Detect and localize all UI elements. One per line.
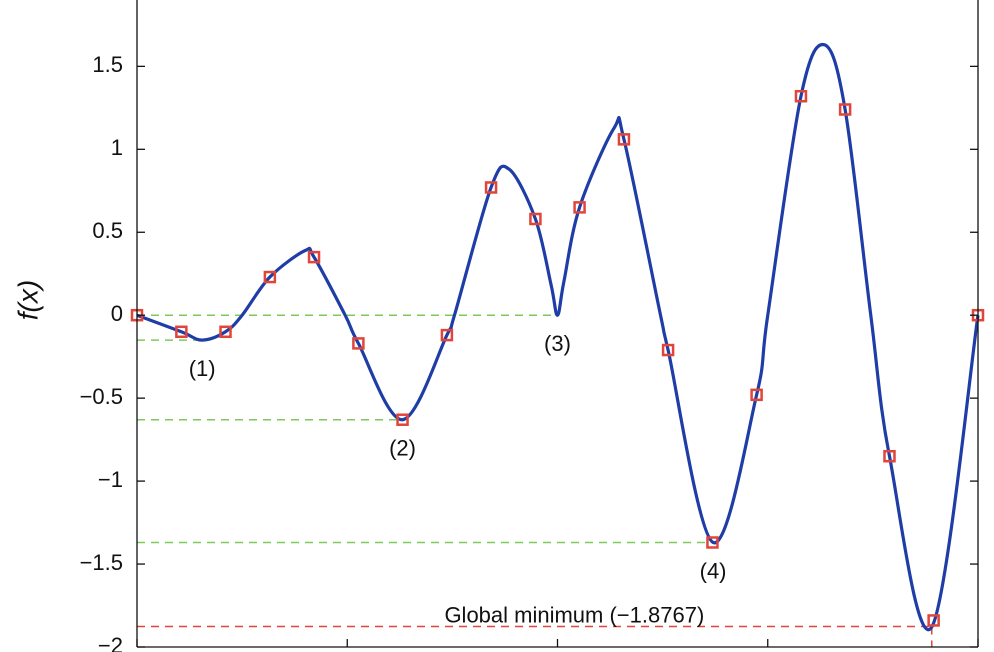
- sample-marker: [617, 133, 631, 146]
- y-tick-label: 1.5: [92, 52, 123, 77]
- sample-marker: [573, 201, 586, 214]
- sample-marker: [440, 328, 454, 342]
- sample-marker: [706, 536, 719, 549]
- sample-marker: [794, 89, 808, 103]
- sample-marker: [175, 325, 188, 339]
- sample-marker: [661, 343, 675, 357]
- sample-marker: [352, 337, 365, 350]
- sample-marker: [484, 181, 498, 194]
- y-tick-label: −1: [98, 467, 123, 492]
- annotation: (3): [544, 331, 571, 356]
- annotation: (1): [189, 356, 216, 381]
- annotation: (4): [700, 558, 727, 583]
- sample-marker: [219, 325, 232, 339]
- annotation: Global minimum (−1.8767): [444, 602, 704, 627]
- sample-marker: [263, 270, 277, 284]
- sample-marker: [529, 212, 542, 226]
- sample-marker: [927, 614, 940, 627]
- sample-marker: [838, 103, 852, 116]
- y-tick-label: 1: [111, 135, 123, 160]
- y-tick-label: −1.5: [80, 550, 123, 575]
- sample-marker: [307, 250, 321, 264]
- annotation: (2): [389, 436, 416, 461]
- sample-marker: [396, 413, 409, 426]
- y-tick-label: −2: [98, 633, 123, 652]
- y-tick-label: 0: [111, 301, 123, 326]
- sample-marker: [750, 388, 763, 402]
- y-tick-label: 0.5: [92, 218, 123, 243]
- y-tick-label: −0.5: [80, 384, 123, 409]
- y-axis-label: f(x): [12, 280, 43, 320]
- sample-marker: [883, 449, 896, 463]
